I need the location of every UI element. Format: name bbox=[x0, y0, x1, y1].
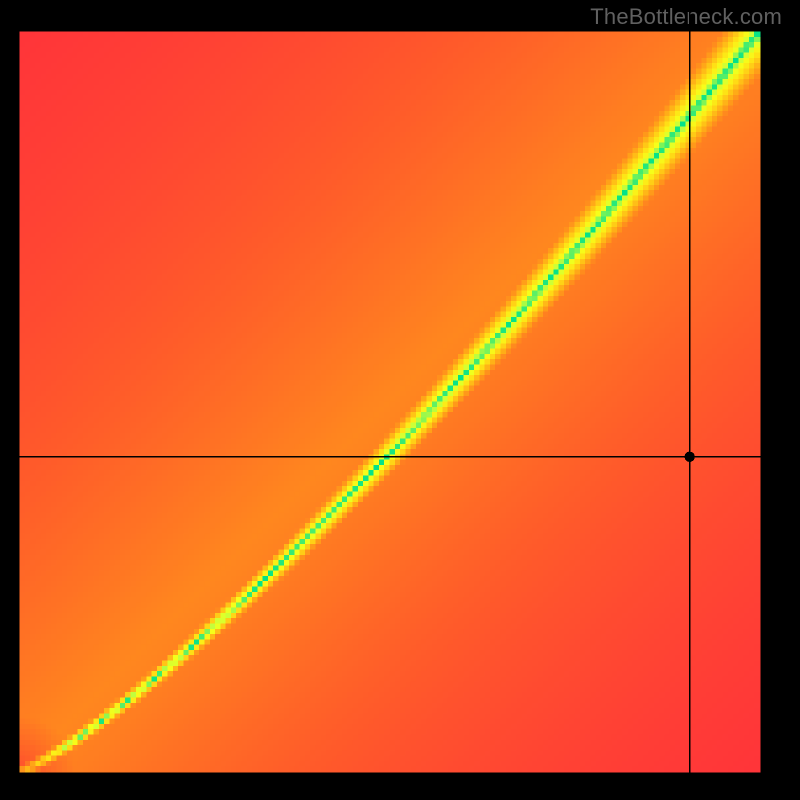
crosshair-marker bbox=[685, 452, 695, 462]
heatmap-plot bbox=[0, 0, 800, 800]
